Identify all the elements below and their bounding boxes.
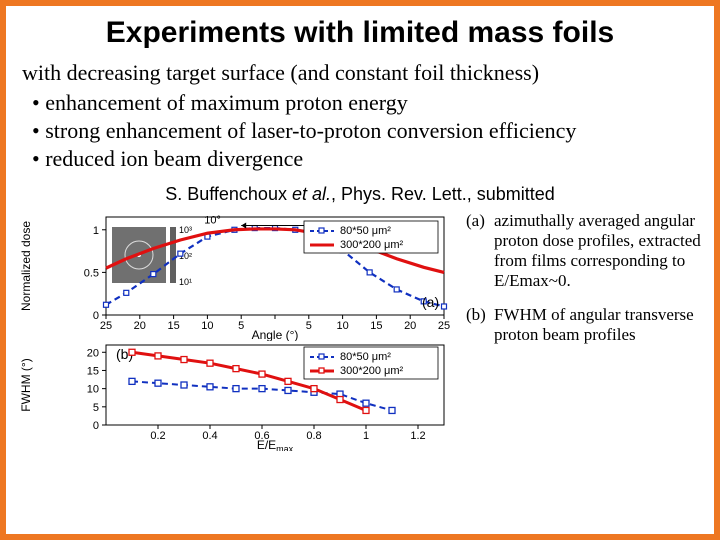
svg-text:10³: 10³	[179, 225, 192, 235]
svg-text:300*200 μm²: 300*200 μm²	[340, 365, 404, 377]
svg-text:1.2: 1.2	[410, 430, 425, 442]
svg-text:10: 10	[87, 384, 99, 396]
svg-text:0.5: 0.5	[84, 267, 99, 279]
svg-text:20: 20	[87, 347, 99, 359]
svg-text:10: 10	[201, 320, 213, 332]
caption-a: (a) azimuthally averaged angular proton …	[466, 211, 704, 291]
svg-text:0.2: 0.2	[150, 430, 165, 442]
svg-text:0: 0	[93, 310, 99, 322]
caption-label: (b)	[466, 305, 494, 345]
svg-text:1: 1	[363, 430, 369, 442]
citation: S. Buffenchoux et al., Phys. Rev. Lett.,…	[16, 184, 704, 205]
chart-a: 10³10²10¹25201510551015202500.51Normaliz…	[16, 211, 456, 341]
citation-etal: et al.	[292, 184, 331, 204]
svg-text:5: 5	[238, 320, 244, 332]
svg-text:5: 5	[93, 402, 99, 414]
svg-text:300*200 μm²: 300*200 μm²	[340, 239, 404, 251]
bullet-list: enhancement of maximum proton energy str…	[32, 90, 704, 172]
svg-text:15: 15	[370, 320, 382, 332]
svg-text:Normalized dose: Normalized dose	[19, 221, 33, 311]
svg-text:15: 15	[167, 320, 179, 332]
svg-text:80*50 μm²: 80*50 μm²	[340, 225, 391, 237]
svg-text:E/Emax: E/Emax	[257, 438, 294, 451]
slide-title: Experiments with limited mass foils	[16, 16, 704, 50]
svg-text:0.8: 0.8	[306, 430, 321, 442]
svg-text:0: 0	[93, 420, 99, 432]
bullet-item: reduced ion beam divergence	[32, 146, 704, 172]
chart-b: 0.20.40.60.811.205101520FWHM (°)E/Emax(b…	[16, 341, 456, 451]
svg-text:25: 25	[438, 320, 450, 332]
caption-text: azimuthally averaged angular proton dose…	[494, 211, 704, 291]
svg-text:10°: 10°	[204, 214, 221, 226]
svg-text:10¹: 10¹	[179, 277, 192, 287]
svg-text:20: 20	[134, 320, 146, 332]
caption-b: (b) FWHM of angular transverse proton be…	[466, 305, 704, 345]
caption-label: (a)	[466, 211, 494, 291]
svg-text:20: 20	[404, 320, 416, 332]
svg-text:(a): (a)	[422, 294, 439, 310]
citation-author: S. Buffenchoux	[165, 184, 287, 204]
svg-text:25: 25	[100, 320, 112, 332]
bullet-item: enhancement of maximum proton energy	[32, 90, 704, 116]
svg-text:Angle (°): Angle (°)	[252, 328, 299, 341]
bullet-item: strong enhancement of laser-to-proton co…	[32, 118, 704, 144]
svg-text:80*50 μm²: 80*50 μm²	[340, 351, 391, 363]
citation-rest: , Phys. Rev. Lett., submitted	[331, 184, 555, 204]
svg-text:1: 1	[93, 225, 99, 237]
lead-text: with decreasing target surface (and cons…	[22, 60, 704, 86]
caption-text: FWHM of angular transverse proton beam p…	[494, 305, 704, 345]
svg-text:10: 10	[336, 320, 348, 332]
svg-text:FWHM (°): FWHM (°)	[19, 358, 33, 411]
svg-text:5: 5	[306, 320, 312, 332]
svg-text:15: 15	[87, 365, 99, 377]
svg-text:0.4: 0.4	[202, 430, 217, 442]
